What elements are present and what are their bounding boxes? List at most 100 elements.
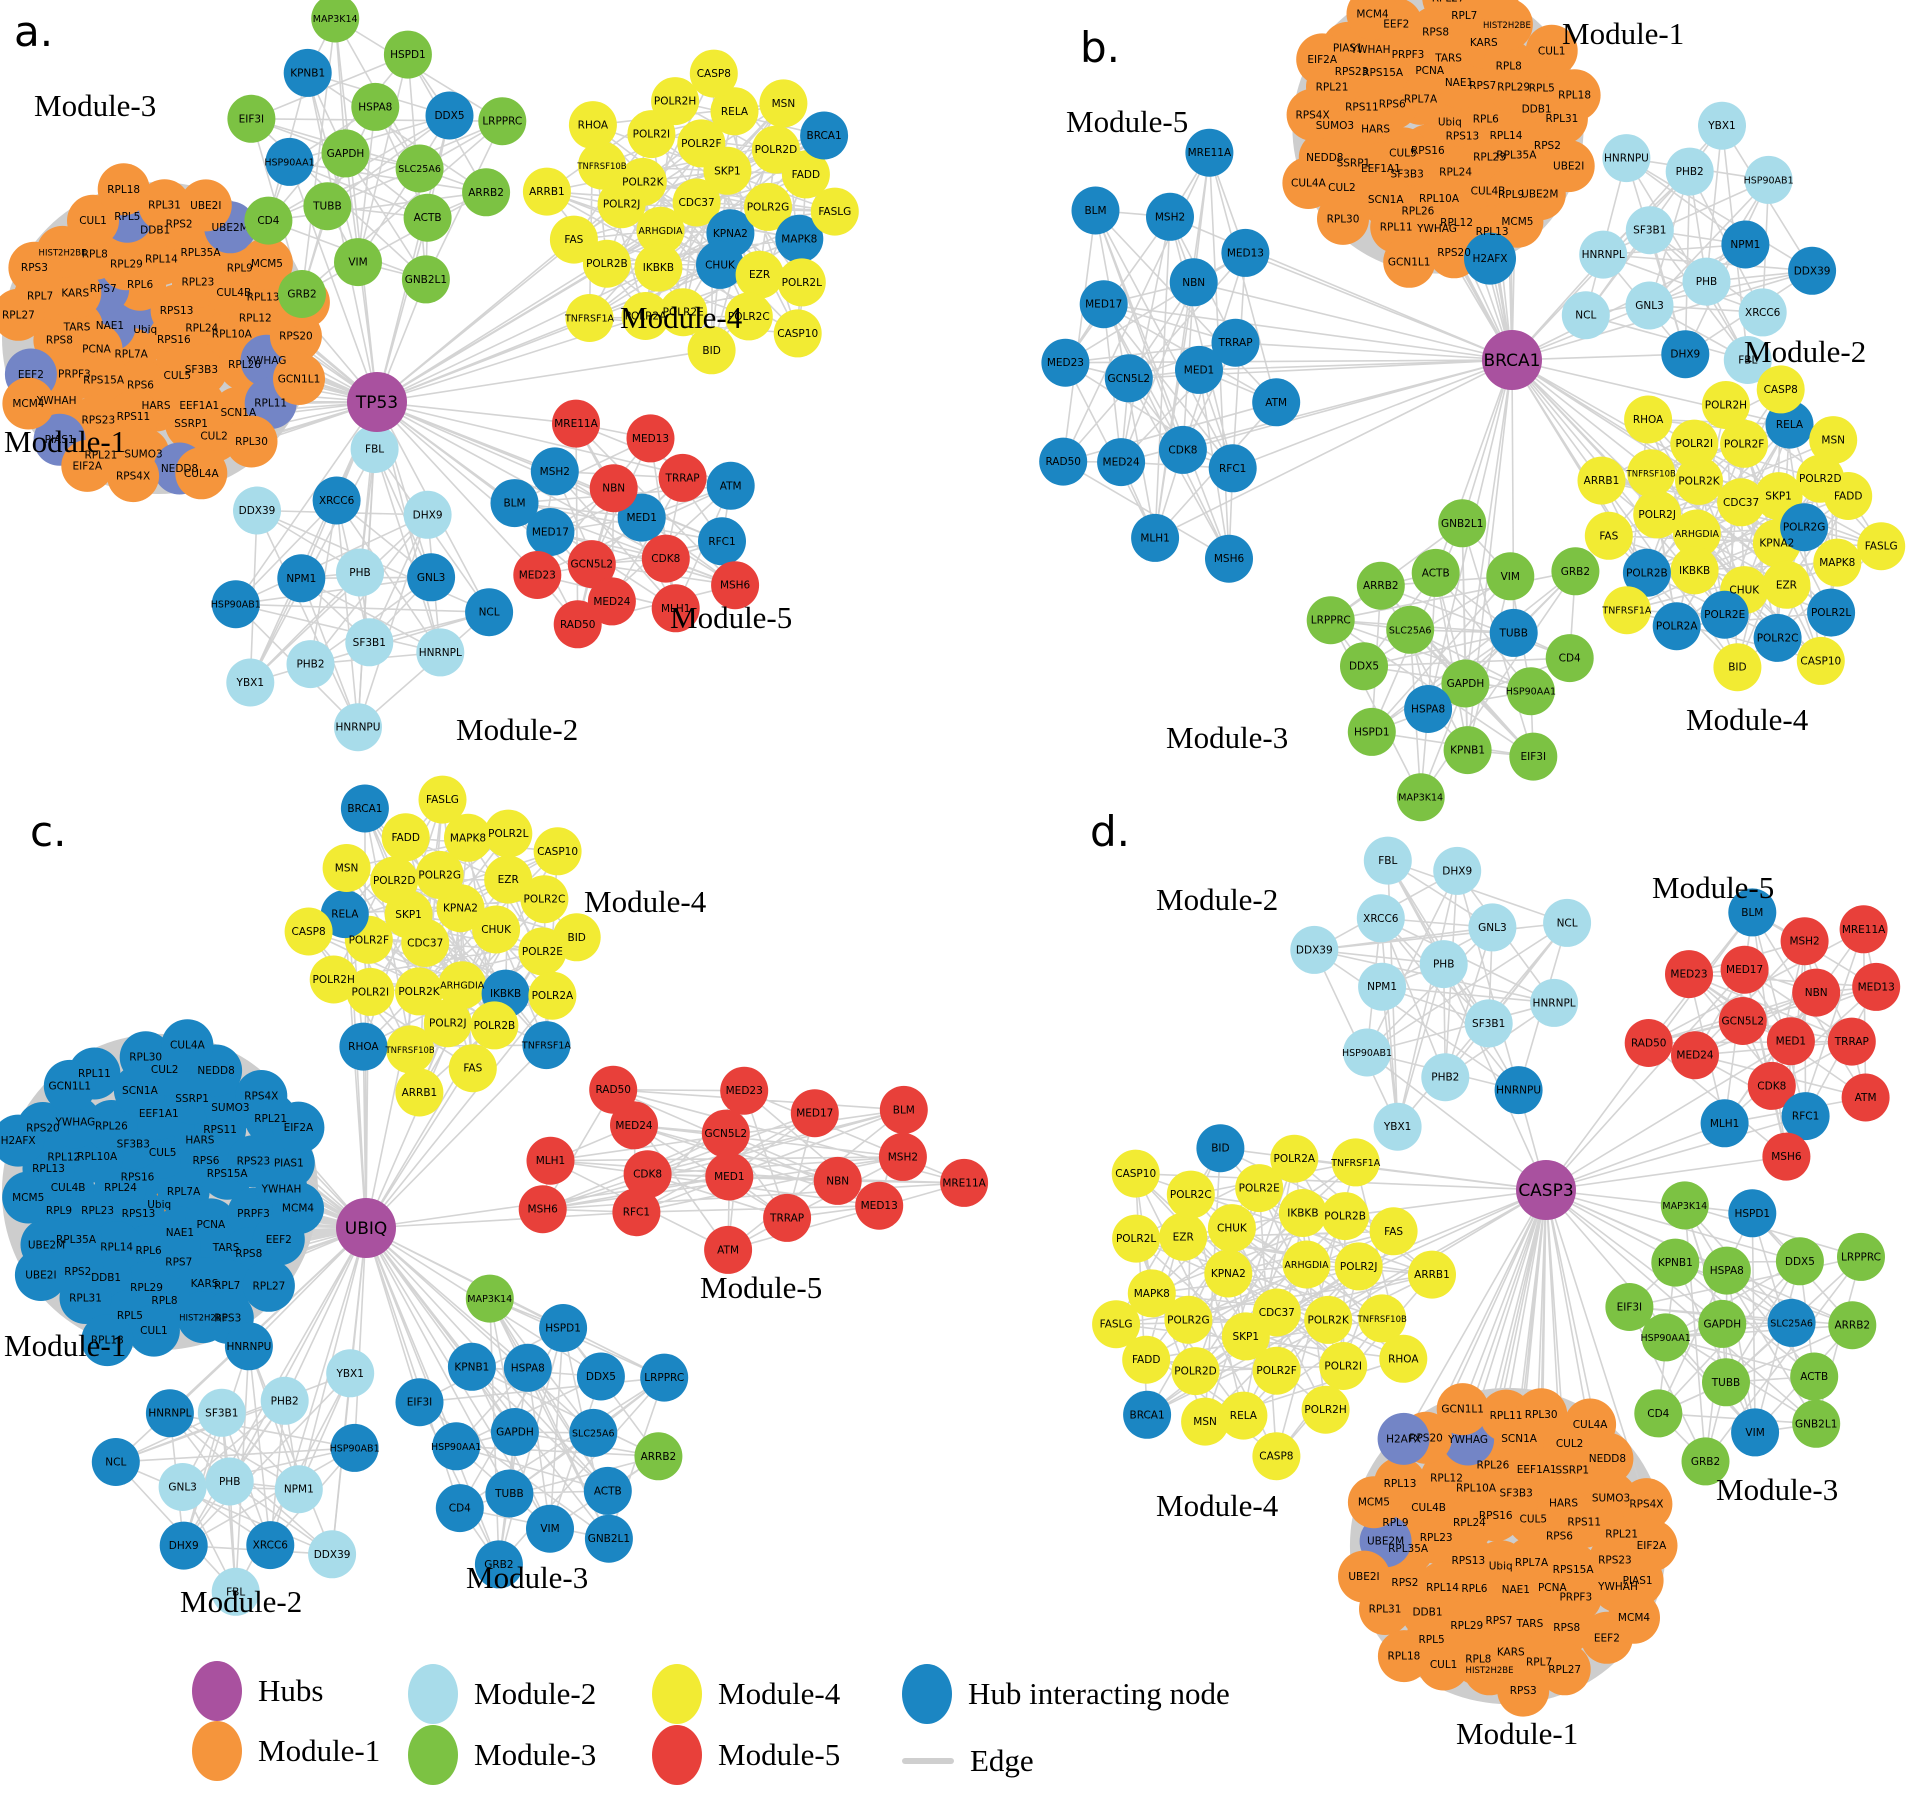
- node-DHX9: [1661, 330, 1710, 379]
- node-label-RPL35A: RPL35A: [1496, 150, 1537, 162]
- node-CDK8: [641, 534, 690, 583]
- node-label-POLR2K: POLR2K: [1678, 475, 1720, 487]
- node-GAPDH: [1698, 1299, 1747, 1348]
- node-label-HARS: HARS: [141, 400, 170, 412]
- node-label-MED23: MED23: [519, 570, 556, 582]
- node-label-NAE1: NAE1: [1445, 77, 1473, 89]
- node-label-MED1: MED1: [626, 512, 656, 524]
- node-EIF2A: [272, 1101, 325, 1154]
- node-label-NPM1: NPM1: [1367, 981, 1397, 993]
- node-ATM: [704, 1225, 753, 1274]
- node-label-CUL4A: CUL4A: [170, 1040, 206, 1052]
- node-label-NAE1: NAE1: [96, 320, 124, 332]
- node-GNB2L1: [1792, 1399, 1841, 1448]
- node-LRPPRC: [1837, 1232, 1885, 1281]
- module-label-module-1: Module-1: [1562, 16, 1684, 51]
- node-EIF3I: [1605, 1283, 1654, 1331]
- node-MSH2: [878, 1132, 927, 1181]
- node-label-MAPK8: MAPK8: [1819, 557, 1855, 569]
- node-TNFRSF1A: [565, 294, 614, 342]
- node-label-RPL26: RPL26: [228, 359, 261, 371]
- node-CD4: [1634, 1389, 1683, 1438]
- node-CHUK: [696, 240, 744, 289]
- node-label-BLM: BLM: [1741, 907, 1763, 919]
- node-IKBKB: [634, 243, 683, 292]
- node-label-POLR2B: POLR2B: [1626, 567, 1668, 579]
- node-label-YBX1: YBX1: [1707, 120, 1736, 132]
- node-label-GRB2: GRB2: [484, 1559, 513, 1571]
- module-label-module-3: Module-3: [1716, 1472, 1838, 1507]
- node-label-RPL10A: RPL10A: [212, 328, 253, 340]
- module-label-module-2: Module-2: [180, 1584, 302, 1619]
- node-MED1: [705, 1152, 754, 1201]
- node-MCM4: [2, 377, 55, 430]
- node-label-RHOA: RHOA: [578, 120, 609, 132]
- node-CASP10: [1796, 636, 1845, 685]
- node-label-RPS23: RPS23: [81, 415, 115, 427]
- node-RPS4X: [107, 450, 160, 503]
- node-label-MED13: MED13: [1227, 247, 1264, 259]
- node-label-MAPK8: MAPK8: [781, 233, 817, 245]
- node-CHUK: [1207, 1204, 1256, 1253]
- node-label-POLR2D: POLR2D: [1799, 473, 1842, 485]
- panel-letter-d: d.: [1090, 807, 1130, 856]
- node-DDX39: [233, 486, 281, 535]
- node-label-EZR: EZR: [1173, 1231, 1194, 1243]
- node-label-UBE2M: UBE2M: [28, 1239, 65, 1251]
- node-MSN: [1181, 1397, 1230, 1446]
- node-FBL: [1363, 836, 1412, 885]
- node-label-IKBKB: IKBKB: [1287, 1208, 1318, 1220]
- node-HSPA8: [1702, 1246, 1751, 1295]
- node-DDX39: [1290, 925, 1339, 974]
- node-label-SLC25A6: SLC25A6: [1389, 625, 1432, 636]
- node-label-MCM5: MCM5: [251, 258, 283, 270]
- node-label-HSPA8: HSPA8: [1411, 704, 1445, 716]
- node-CDK8: [1158, 425, 1207, 474]
- node-label-IKBKB: IKBKB: [490, 988, 521, 1000]
- node-label-RPL8: RPL8: [82, 248, 108, 260]
- node-label-NBN: NBN: [1805, 987, 1828, 999]
- node-label-MCM5: MCM5: [1501, 216, 1533, 228]
- node-GNB2L1: [1438, 499, 1487, 548]
- node-MAP3K14: [311, 0, 360, 43]
- node-HNRNPU: [334, 703, 382, 752]
- node-MLH1: [651, 584, 700, 633]
- node-label-NBN: NBN: [602, 483, 625, 495]
- node-HSP90AA1: [1641, 1313, 1690, 1362]
- node-EZR: [735, 250, 784, 299]
- node-label-RPL27: RPL27: [1548, 1664, 1581, 1676]
- node-MED13: [1852, 962, 1901, 1011]
- node-label-RPS7: RPS7: [1469, 80, 1496, 92]
- panel-c: c.UbiqRPS16RPL7ARPS13CUL5NAE1RPL24RPS6RP…: [0, 775, 989, 1619]
- node-label-GNB2L1: GNB2L1: [1795, 1418, 1837, 1430]
- node-label-POLR2A: POLR2A: [625, 311, 667, 323]
- node-UBE2I: [1338, 1550, 1390, 1603]
- node-FASLG: [418, 775, 467, 824]
- node-RFC1: [698, 517, 746, 566]
- node-ACTB: [403, 193, 452, 242]
- node-label-MED24: MED24: [615, 1120, 652, 1132]
- node-GCN5L2: [1104, 354, 1153, 403]
- node-label-CDC37: CDC37: [1259, 1307, 1295, 1319]
- node-label-FBL: FBL: [226, 1586, 245, 1598]
- node-label-SF3B3: SF3B3: [1500, 1488, 1533, 1500]
- node-label-POLR2F: POLR2F: [1256, 1365, 1296, 1377]
- node-label-RPL21: RPL21: [1316, 81, 1349, 93]
- node-label-RPL21: RPL21: [1605, 1528, 1638, 1540]
- node-KPNB1: [447, 1342, 496, 1391]
- node-label-CHUK: CHUK: [481, 924, 512, 936]
- node-label-CUL4A: CUL4A: [184, 468, 220, 480]
- node-label-MSH2: MSH2: [888, 1151, 918, 1163]
- node-label-POLR2C: POLR2C: [524, 894, 566, 906]
- node-label-KPNA2: KPNA2: [1759, 538, 1794, 550]
- node-label-RPL35A: RPL35A: [180, 247, 221, 259]
- node-label-MED24: MED24: [1676, 1050, 1713, 1062]
- node-SF3B1: [1625, 206, 1674, 255]
- node-PHB2: [286, 640, 335, 689]
- node-DDX5: [576, 1352, 625, 1401]
- node-TNFRSF1A: [1331, 1138, 1380, 1187]
- node-MCM5: [2, 1171, 55, 1224]
- node-DDX5: [425, 91, 474, 140]
- node-label-CASP10: CASP10: [537, 846, 578, 858]
- node-label-PHB: PHB: [1696, 276, 1717, 288]
